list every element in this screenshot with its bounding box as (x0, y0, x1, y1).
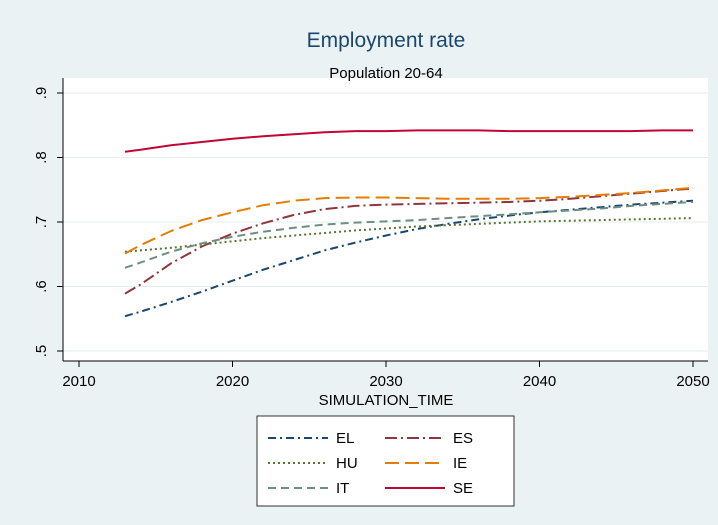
x-tick-label: 2030 (369, 373, 402, 390)
legend-box (256, 415, 515, 507)
y-tick-label: .8 (33, 151, 50, 164)
chart-subtitle: Population 20-64 (329, 65, 442, 82)
legend-label-es: ES (453, 430, 473, 447)
series-line-ie (124, 186, 694, 255)
series-line-es (124, 187, 694, 295)
series-line-it (124, 201, 694, 269)
y-tick-label: .7 (33, 216, 50, 229)
y-tick-label: .9 (33, 87, 50, 100)
x-tick-label: 2040 (523, 373, 556, 390)
legend: EL ES HU IE IT SE (256, 415, 515, 507)
x-axis-title: SIMULATION_TIME (319, 392, 454, 409)
y-tick-label: .5 (33, 345, 50, 358)
x-tick-label: 2050 (676, 373, 709, 390)
legend-label-el: EL (336, 430, 354, 447)
plot-area (63, 78, 708, 361)
series-line-el (124, 199, 694, 318)
series-lines (124, 129, 694, 318)
chart-title: Employment rate (307, 29, 466, 52)
series-line-se (124, 129, 693, 153)
y-tick-label: .6 (33, 280, 50, 293)
axes: .5 .6 .7 .8 .9 2010 2020 2030 2040 2050 (33, 78, 710, 390)
x-tick-label: 2020 (216, 373, 249, 390)
x-tick-label: 2010 (62, 373, 95, 390)
legend-label-it: IT (336, 480, 349, 497)
legend-label-ie: IE (453, 455, 467, 472)
legend-label-se: SE (453, 480, 473, 497)
legend-label-hu: HU (336, 455, 358, 472)
